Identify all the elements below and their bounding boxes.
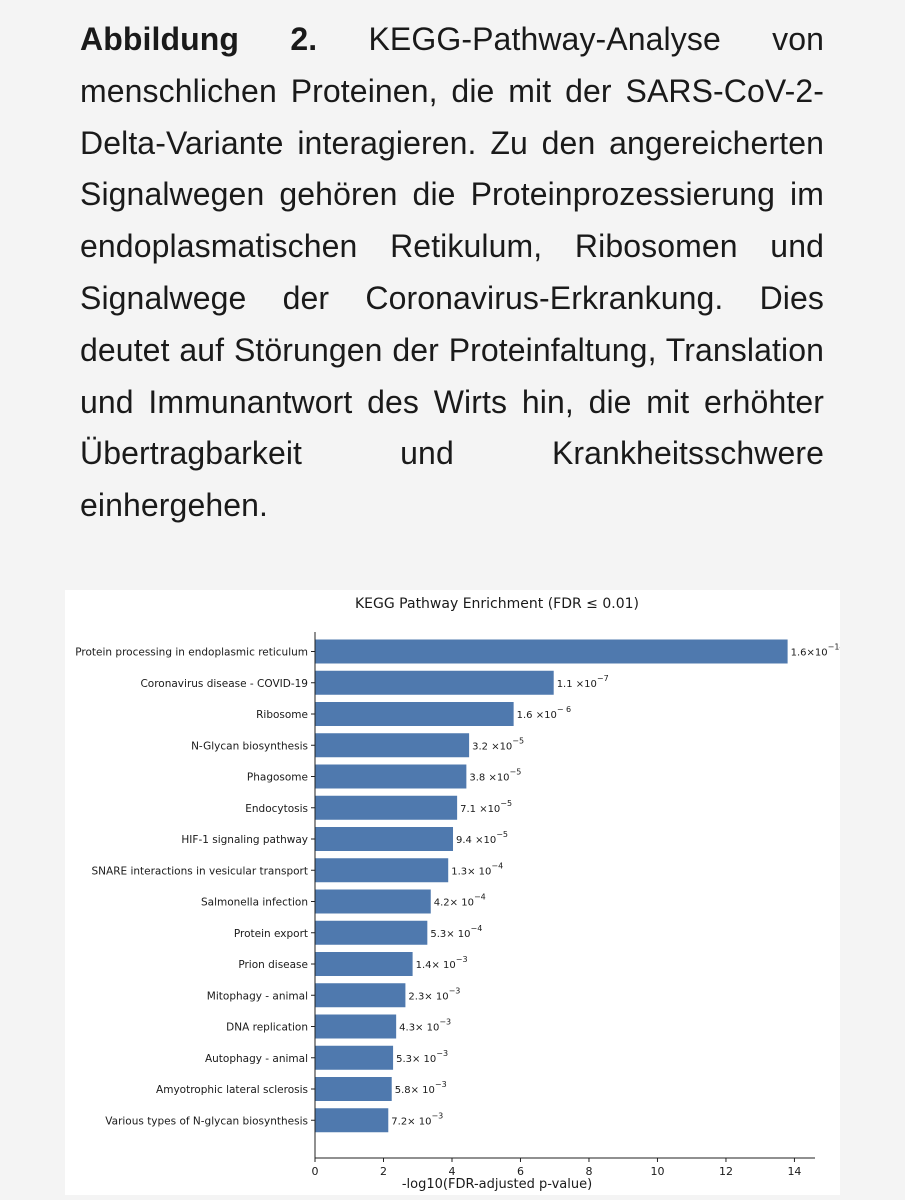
x-tick-label: 14 [787,1165,801,1178]
value-label: 4.2× 10−4 [434,893,486,909]
bar [315,639,788,664]
y-tick-label: Coronavirus disease - COVID-19 [140,678,308,690]
x-tick-label: 2 [380,1165,387,1178]
value-label: 9.4 ×10−5 [456,830,508,846]
bar [315,764,467,789]
bar [315,889,431,914]
y-tick-label: HIF-1 signaling pathway [181,834,308,846]
value-label: 5.3× 10−3 [396,1049,448,1065]
bar [315,920,428,945]
bar [315,702,514,726]
bar [315,670,554,695]
bar [315,858,449,883]
y-tick-label: Amyotrophic lateral sclerosis [156,1084,308,1096]
bar [315,1108,389,1133]
caption-text: KEGG-Pathway-Analyse von menschlichen Pr… [80,21,824,524]
value-label: 2.3× 10−3 [408,986,460,1002]
x-tick-label: 6 [517,1165,524,1178]
value-label: 1.6 ×10− 6 [517,705,572,721]
y-tick-label: Salmonella infection [201,897,308,909]
value-label: 1.6×10−14 [791,643,840,659]
y-tick-label: Various types of N-glycan biosynthesis [105,1115,308,1127]
caption-label: Abbildung 2. [80,21,318,57]
bar [315,1014,397,1039]
y-tick-label: DNA replication [226,1022,308,1034]
value-label: 7.1 ×10−5 [460,799,512,815]
value-label: 5.3× 10−4 [430,924,482,940]
x-tick-label: 10 [650,1165,664,1178]
x-tick-label: 8 [585,1165,592,1178]
bar [315,795,458,820]
value-label: 3.2 ×10−5 [472,736,524,752]
x-tick-label: 12 [719,1165,733,1178]
bar-chart: KEGG Pathway Enrichment (FDR ≤ 0.01) Pro… [75,596,840,1192]
y-tick-label: SNARE interactions in vesicular transpor… [92,865,309,877]
bar [315,1077,392,1101]
value-label: 7.2× 10−3 [391,1111,443,1127]
y-tick-label: Protein export [234,928,308,940]
y-tick-label: Mitophagy - animal [207,990,308,1002]
bar [315,827,454,851]
bar [315,733,470,758]
value-label: 1.3× 10−4 [451,861,503,877]
value-label: 1.4× 10−3 [416,955,468,971]
value-label: 3.8 ×10−5 [469,768,521,784]
value-label: 1.1 ×10−7 [557,674,609,690]
y-tick-label: Phagosome [247,772,308,784]
figure-caption: Abbildung 2. KEGG-Pathway-Analyse von me… [80,14,824,532]
bar [315,952,413,976]
x-tick-label: 4 [448,1165,455,1178]
x-tick-label: 0 [312,1165,319,1178]
x-axis-label: -log10(FDR-adjusted p-value) [402,1177,592,1192]
kegg-enrichment-figure: KEGG Pathway Enrichment (FDR ≤ 0.01) Pro… [65,590,840,1195]
y-tick-label: Endocytosis [245,803,308,815]
bar [315,1045,394,1070]
chart-title: KEGG Pathway Enrichment (FDR ≤ 0.01) [355,596,639,612]
bar [315,983,406,1008]
y-tick-label: Protein processing in endoplasmic reticu… [75,647,308,659]
y-tick-label: Ribosome [256,709,308,721]
y-tick-label: Autophagy - animal [205,1053,308,1065]
y-tick-label: N-Glycan biosynthesis [191,740,308,752]
value-label: 5.8× 10−3 [395,1080,447,1096]
y-tick-label: Prion disease [238,959,308,971]
value-label: 4.3× 10−3 [399,1018,451,1034]
